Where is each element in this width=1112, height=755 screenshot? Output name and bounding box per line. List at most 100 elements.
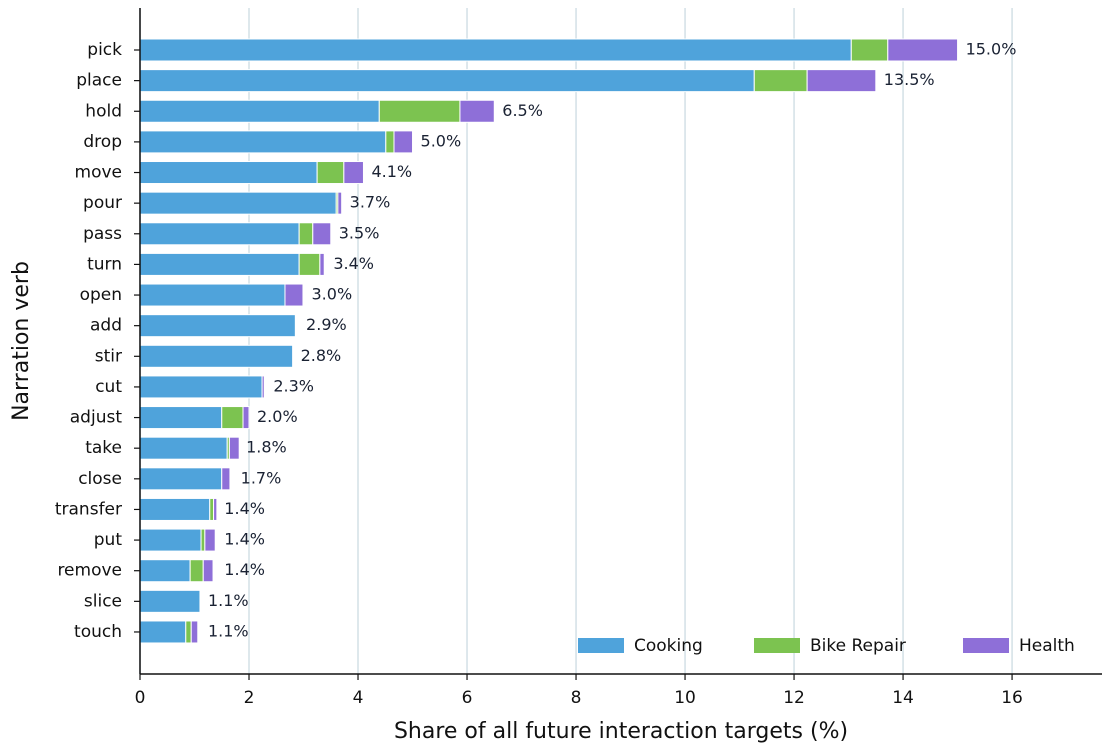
- bar-segment: [202, 559, 214, 583]
- y-tick-label: hold: [85, 101, 122, 121]
- value-label: 1.8%: [246, 438, 287, 457]
- bar-segment: [185, 620, 192, 644]
- x-tick-label: 0: [135, 688, 146, 708]
- bar-segment: [378, 99, 461, 123]
- y-tick-label: open: [80, 285, 122, 305]
- bar-segment: [316, 161, 345, 185]
- x-tick-label: 12: [783, 688, 805, 708]
- legend-swatch: [578, 638, 624, 653]
- y-tick-label: turn: [87, 254, 122, 274]
- bar-segment: [189, 559, 204, 583]
- y-tick-label: move: [75, 163, 122, 183]
- y-tick-label: pick: [87, 40, 122, 60]
- bar-segment: [139, 130, 387, 154]
- bar-segment: [139, 375, 263, 399]
- bar-segment: [312, 222, 332, 246]
- y-tick-label: drop: [83, 132, 122, 152]
- bar-segment: [139, 467, 223, 491]
- bar-segment: [139, 99, 380, 123]
- y-tick-label: transfer: [55, 499, 122, 519]
- x-tick-label: 4: [353, 688, 364, 708]
- value-label: 2.8%: [301, 346, 342, 365]
- y-tick-label: add: [90, 316, 122, 336]
- bar-segment: [139, 38, 852, 62]
- value-label: 3.5%: [339, 223, 380, 242]
- legend-label: Health: [1019, 636, 1075, 656]
- bar-segment: [806, 69, 877, 93]
- bar-segment: [139, 283, 286, 307]
- bar-segment: [139, 161, 318, 185]
- value-label: 1.1%: [208, 621, 249, 640]
- y-tick-label: place: [76, 71, 122, 91]
- value-label: 15.0%: [966, 40, 1017, 59]
- value-label: 6.5%: [502, 101, 543, 120]
- legend-label: Bike Repair: [810, 636, 906, 656]
- value-label: 1.4%: [224, 499, 265, 518]
- bar-segment: [139, 406, 223, 430]
- value-label: 1.1%: [208, 591, 249, 610]
- bar-segment: [139, 589, 201, 613]
- bar-segment: [213, 497, 218, 521]
- bar-segment: [284, 283, 304, 307]
- y-tick-label: close: [78, 469, 122, 489]
- x-tick-label: 10: [674, 688, 696, 708]
- bar-segment: [139, 191, 337, 215]
- bar-segment: [850, 38, 889, 62]
- value-label: 3.0%: [312, 285, 353, 304]
- legend-label: Cooking: [634, 636, 703, 656]
- legend-swatch: [963, 638, 1009, 653]
- bar-segment: [242, 406, 250, 430]
- y-tick-label: touch: [74, 622, 122, 642]
- bar-segment: [261, 375, 265, 399]
- bar-segment: [204, 528, 216, 552]
- value-label: 2.3%: [273, 376, 314, 395]
- bar-segment: [139, 497, 211, 521]
- bar-segment: [753, 69, 808, 93]
- bar-segment: [221, 467, 231, 491]
- y-tick-label: pour: [83, 193, 122, 213]
- x-tick-label: 6: [462, 688, 473, 708]
- x-tick-label: 16: [1001, 688, 1023, 708]
- bar-segment: [228, 436, 240, 460]
- bar-segment: [337, 191, 343, 215]
- bar-segment: [209, 497, 215, 521]
- y-tick-label: adjust: [70, 408, 123, 428]
- y-axis-label: Narration verb: [9, 261, 34, 421]
- bar-segment: [298, 222, 314, 246]
- value-label: 1.4%: [224, 560, 265, 579]
- y-tick-label: stir: [95, 346, 122, 366]
- x-tick-label: 14: [892, 688, 914, 708]
- bar-segment: [139, 528, 202, 552]
- value-label: 13.5%: [884, 70, 935, 89]
- value-label: 3.7%: [350, 193, 391, 212]
- bar-segment: [298, 252, 321, 276]
- legend-swatch: [754, 638, 800, 653]
- y-tick-label: pass: [83, 224, 122, 244]
- bar-segment: [221, 406, 244, 430]
- x-tick-label: 8: [571, 688, 582, 708]
- value-label: 4.1%: [371, 162, 412, 181]
- bar-segment: [139, 344, 294, 368]
- bar-segment: [139, 559, 191, 583]
- bar-segment: [139, 436, 228, 460]
- bar-segment: [385, 130, 395, 154]
- bar-segment: [319, 252, 325, 276]
- bar-segment: [139, 222, 300, 246]
- value-label: 1.4%: [224, 530, 265, 549]
- y-tick-label: put: [94, 530, 123, 550]
- bar-segment: [200, 528, 206, 552]
- bar-segment: [887, 38, 959, 62]
- y-tick-label: take: [85, 438, 122, 458]
- bar-segment: [459, 99, 495, 123]
- bar-segment: [139, 69, 755, 93]
- y-tick-label: slice: [84, 591, 122, 611]
- x-axis-label: Share of all future interaction targets …: [394, 719, 848, 744]
- value-label: 1.7%: [241, 468, 282, 487]
- bar-segment: [139, 314, 296, 338]
- value-label: 2.9%: [306, 315, 347, 334]
- bar-segment: [393, 130, 414, 154]
- y-tick-label: cut: [95, 377, 122, 397]
- y-tick-label: remove: [57, 561, 122, 581]
- value-label: 2.0%: [257, 407, 298, 426]
